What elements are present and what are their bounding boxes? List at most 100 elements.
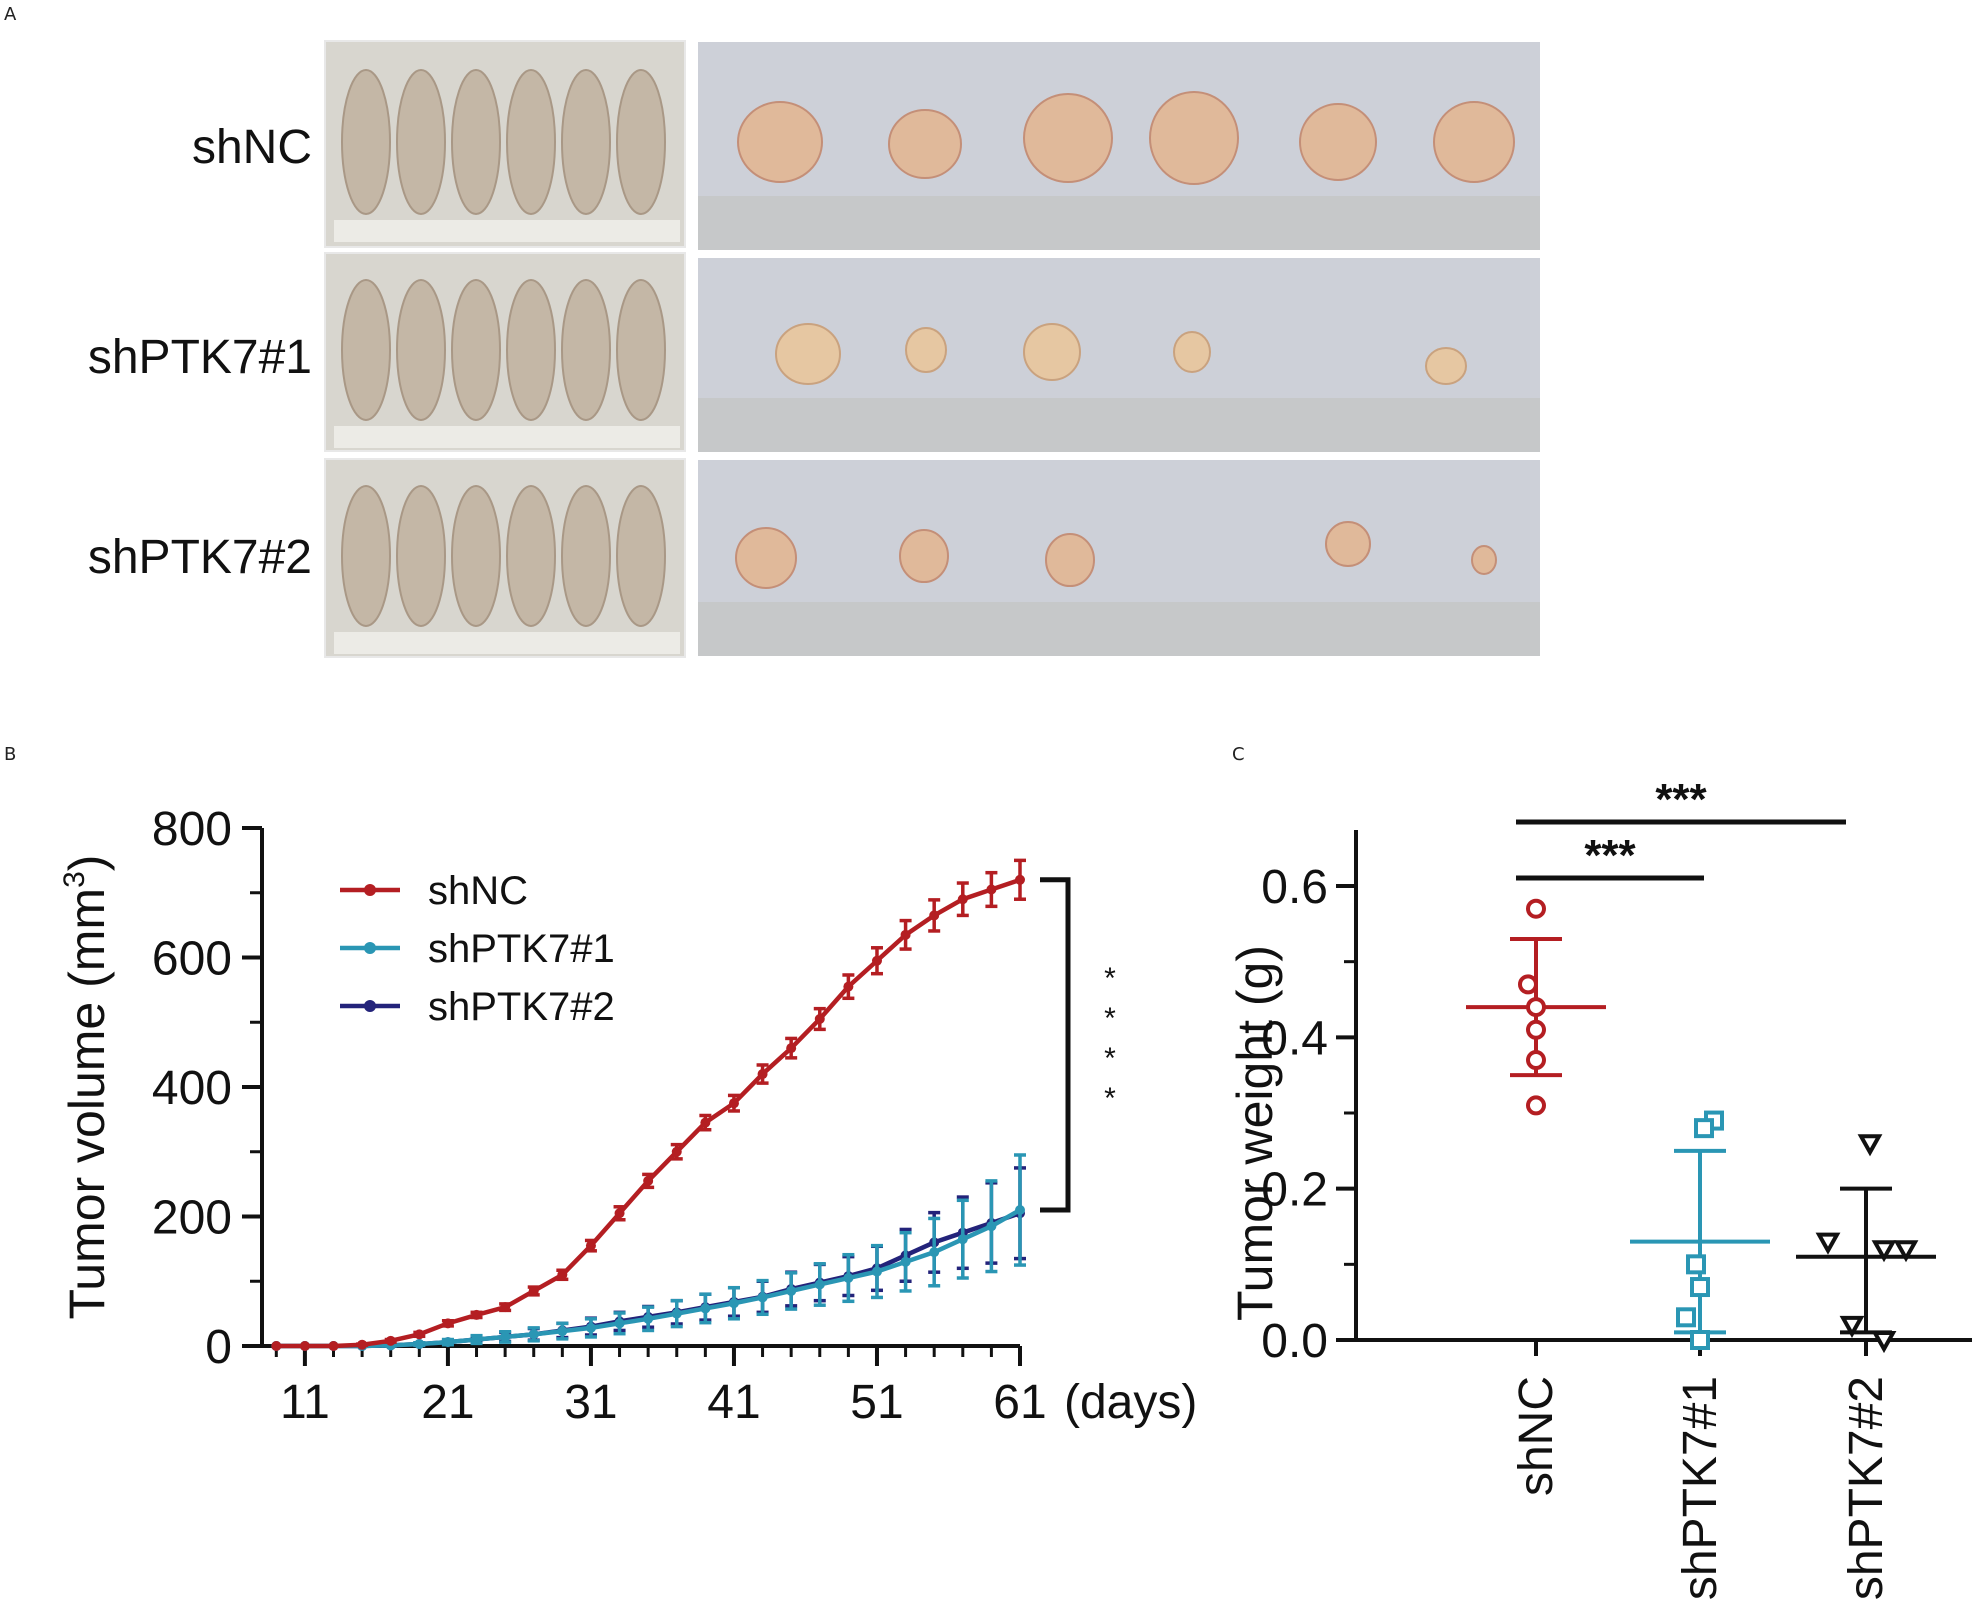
data-point xyxy=(1893,1240,1919,1263)
data-point xyxy=(385,1335,396,1346)
data-point xyxy=(528,1285,539,1296)
data-point xyxy=(1676,1307,1696,1328)
data-point xyxy=(671,1308,682,1319)
data-point xyxy=(500,1331,511,1342)
tumor-photo-shnc xyxy=(698,42,1540,250)
mice-drawing xyxy=(326,460,684,656)
mice-drawing xyxy=(326,254,684,450)
data-point xyxy=(1526,898,1546,919)
tumor-drawing xyxy=(698,42,1540,250)
data-point xyxy=(1871,1240,1897,1263)
significance-star: * xyxy=(1104,1042,1116,1075)
y-tick-label: 200 xyxy=(152,1192,232,1245)
data-point xyxy=(1015,874,1025,885)
data-point xyxy=(585,1322,596,1333)
y-tick-label: 400 xyxy=(152,1062,232,1115)
data-point xyxy=(757,1292,768,1303)
mice-drawing xyxy=(326,42,684,246)
row-label-shnc: shNC xyxy=(191,121,312,174)
data-point xyxy=(1690,1277,1710,1298)
mice-photo-shnc xyxy=(324,40,686,248)
data-point xyxy=(957,1234,968,1245)
data-point xyxy=(357,1339,368,1350)
data-point xyxy=(1526,1019,1546,1040)
x-tick-label: 21 xyxy=(421,1376,474,1429)
tumor-volume-line-chart: 0 200 400 600 800 11 21 31 41 51 61 (days) Tumor vol… xyxy=(58,803,1197,1429)
legend-marker xyxy=(364,942,376,954)
data-point xyxy=(271,1341,282,1351)
y-tick-label: 600 xyxy=(152,933,232,986)
data-point xyxy=(299,1341,310,1351)
data-point xyxy=(700,1303,711,1314)
panel-letter-b: B xyxy=(4,744,17,765)
data-point xyxy=(1815,1232,1841,1255)
x-tick-label: 11 xyxy=(280,1376,330,1429)
tumor-weight-scatter-chart: 0.0 0.2 0.4 0.6 Tumor weight (g) shNC shPTK7#1… xyxy=(1227,775,1972,1600)
data-point xyxy=(1526,1050,1546,1071)
data-point xyxy=(986,1221,997,1232)
data-point xyxy=(528,1329,539,1340)
legend-label: shPTK7#1 xyxy=(428,927,615,971)
x-tick-label: shPTK7#2 xyxy=(1840,1376,1893,1600)
data-point xyxy=(442,1318,453,1329)
data-point xyxy=(471,1309,482,1320)
legend-marker xyxy=(364,1000,376,1012)
tumor-drawing xyxy=(698,460,1540,656)
data-point xyxy=(728,1298,739,1309)
y-tick-label: 0.4 xyxy=(1261,1012,1328,1065)
x-tick-label: 41 xyxy=(707,1376,760,1429)
panel-letter-c: C xyxy=(1232,744,1245,765)
data-point xyxy=(814,1014,825,1025)
row-label-shptk7-2: shPTK7#2 xyxy=(87,531,312,584)
data-point xyxy=(871,955,882,966)
data-point xyxy=(900,929,911,940)
y-axis-label-sup: 3 xyxy=(58,871,91,888)
significance-star: * xyxy=(1104,1002,1116,1035)
data-point xyxy=(786,1285,797,1296)
tumor-photo-shptk7-2 xyxy=(698,460,1540,656)
data-point xyxy=(1526,1095,1546,1116)
data-point xyxy=(1857,1134,1883,1157)
data-point xyxy=(643,1175,654,1186)
tumor-photo-shptk7-1 xyxy=(698,258,1540,452)
data-point xyxy=(414,1329,425,1340)
data-point xyxy=(1694,1118,1714,1139)
data-point xyxy=(814,1279,825,1290)
data-point xyxy=(557,1269,568,1280)
x-tick-label: shPTK7#1 xyxy=(1674,1376,1727,1600)
data-point xyxy=(1015,1205,1025,1216)
significance-star: * xyxy=(1104,962,1116,995)
data-point xyxy=(757,1069,768,1080)
y-tick-label: 0.0 xyxy=(1261,1315,1328,1368)
y-tick-label: 0 xyxy=(205,1321,232,1374)
significance-star: * xyxy=(1104,1082,1116,1115)
significance-bracket xyxy=(1040,877,1071,1213)
data-point xyxy=(328,1341,339,1351)
data-point xyxy=(671,1146,682,1157)
y-axis-label-main: Tumor volume (mm xyxy=(59,888,115,1320)
data-point xyxy=(871,1266,882,1277)
x-tick-label: shNC xyxy=(1510,1376,1563,1496)
data-point xyxy=(614,1318,625,1329)
data-point xyxy=(1839,1315,1865,1338)
y-axis-label-close: ) xyxy=(59,855,115,872)
data-point xyxy=(471,1334,482,1345)
tumor-drawing xyxy=(698,258,1540,452)
data-point xyxy=(442,1337,453,1348)
data-point xyxy=(414,1339,425,1350)
data-point xyxy=(557,1326,568,1337)
x-tick-label: 61 xyxy=(993,1376,1046,1429)
y-tick-label: 0.2 xyxy=(1261,1164,1328,1217)
data-point xyxy=(614,1208,625,1219)
legend-label: shPTK7#2 xyxy=(428,985,615,1029)
data-point xyxy=(1526,997,1546,1018)
data-point xyxy=(1871,1331,1897,1354)
mice-photo-shptk7-2 xyxy=(324,458,686,658)
data-point xyxy=(585,1240,596,1251)
data-point xyxy=(786,1043,797,1054)
row-label-shptk7-1: shPTK7#1 xyxy=(87,331,312,384)
y-tick-label: 800 xyxy=(152,803,232,856)
data-point xyxy=(1518,974,1538,995)
x-axis-label: (days) xyxy=(1064,1376,1197,1429)
data-point xyxy=(1690,1330,1710,1350)
